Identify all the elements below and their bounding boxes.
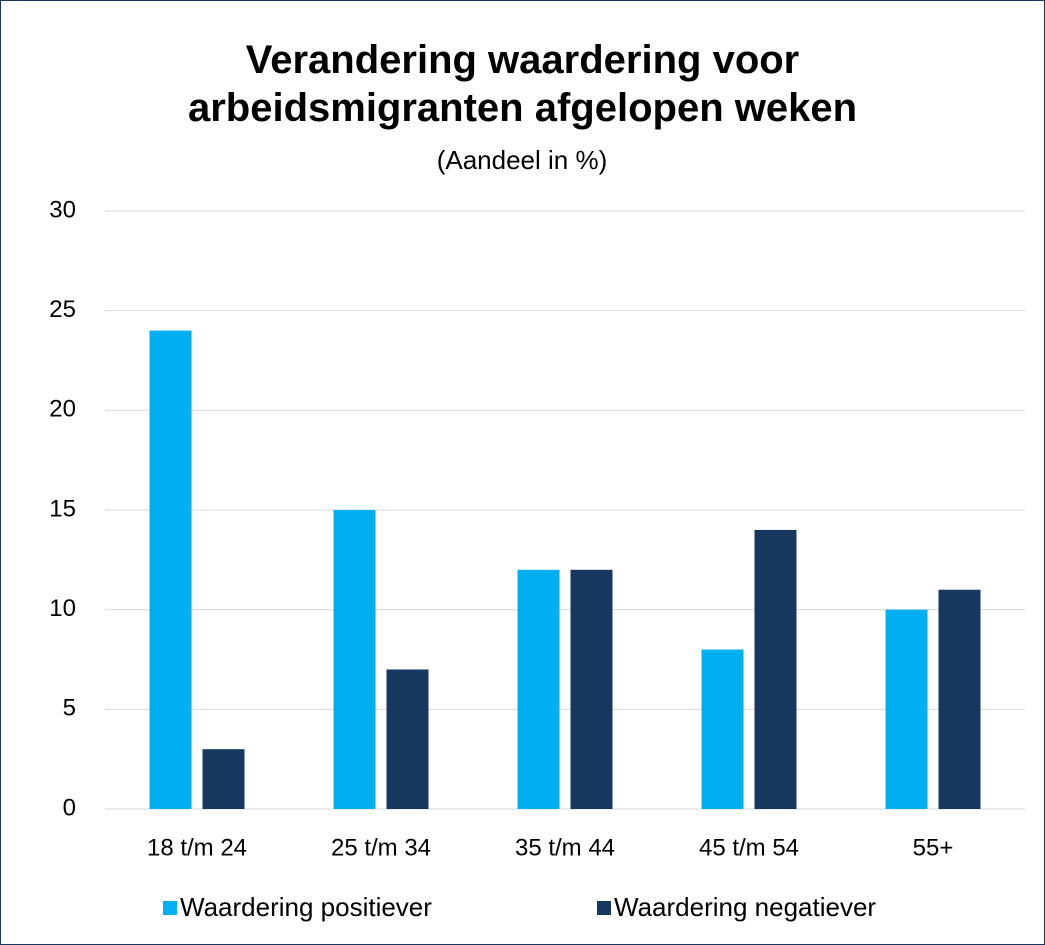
bar xyxy=(701,649,744,809)
y-tick-label: 15 xyxy=(49,495,76,522)
y-tick-label: 10 xyxy=(49,595,76,622)
x-tick-label: 18 t/m 24 xyxy=(147,834,247,861)
legend-label: Waardering negatiever xyxy=(614,892,876,922)
title-box: Verandering waardering voor arbeidsmigra… xyxy=(0,36,1045,132)
x-tick-label: 35 t/m 44 xyxy=(515,834,615,861)
bar xyxy=(149,330,192,809)
y-tick-label: 30 xyxy=(49,196,76,223)
chart-subtitle: (Aandeel in %) xyxy=(437,145,608,175)
x-tick-label: 45 t/m 54 xyxy=(699,834,799,861)
y-tick-label: 0 xyxy=(63,794,76,821)
y-tick-label: 20 xyxy=(49,396,76,423)
chart-title: Verandering waardering voor arbeidsmigra… xyxy=(187,38,858,130)
bar xyxy=(202,749,245,809)
y-tick-label: 25 xyxy=(49,296,76,323)
legend-swatch xyxy=(163,901,177,915)
x-tick-label: 25 t/m 34 xyxy=(331,834,431,861)
bar xyxy=(938,589,981,809)
bar xyxy=(517,569,560,809)
bar xyxy=(885,609,928,809)
bar xyxy=(570,569,613,809)
bar xyxy=(754,529,797,809)
bar xyxy=(333,510,376,809)
legend-label: Waardering positiever xyxy=(180,892,432,922)
x-tick-label: 55+ xyxy=(913,834,954,861)
y-tick-label: 5 xyxy=(63,695,76,722)
legend-swatch xyxy=(597,901,611,915)
bar xyxy=(386,669,429,809)
